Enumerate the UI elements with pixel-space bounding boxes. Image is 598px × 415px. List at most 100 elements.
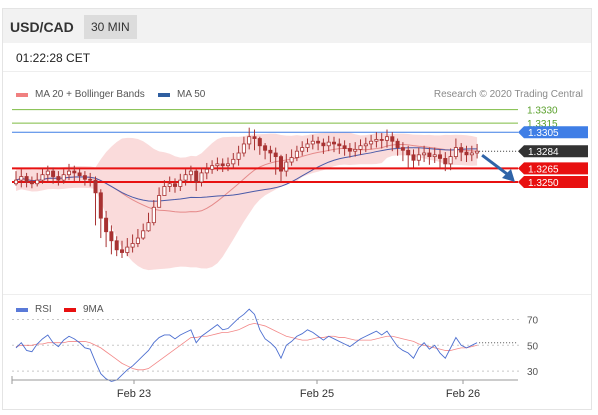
candle-body <box>432 154 437 158</box>
candle-body <box>61 174 66 181</box>
candle-body <box>183 174 188 181</box>
legend-label: MA 50 <box>177 89 206 100</box>
candle-body <box>56 176 61 181</box>
candle-body <box>416 154 421 161</box>
candle-body <box>395 140 400 148</box>
candle-body <box>241 143 246 154</box>
candle-body <box>231 158 236 165</box>
candle-body <box>178 179 183 187</box>
bollinger-band <box>16 132 478 271</box>
candle-body <box>379 139 384 141</box>
legend-label: MA 20 + Bollinger Bands <box>35 89 145 100</box>
candle-body <box>331 141 336 145</box>
candle-body <box>316 140 321 144</box>
candle-body <box>305 143 310 148</box>
candle-body <box>45 170 50 176</box>
level-tag <box>518 175 588 188</box>
candle-body <box>162 186 167 196</box>
candle-body <box>263 145 268 151</box>
legend-9ma: 9MA <box>64 304 104 315</box>
candle-body <box>236 152 241 160</box>
level-label: 1.3305 <box>528 128 559 139</box>
candle-body <box>406 149 411 156</box>
level-tag <box>518 162 588 175</box>
candle-body <box>337 143 342 147</box>
candle-body <box>151 206 156 224</box>
divider <box>3 294 591 295</box>
candle-body <box>72 170 77 174</box>
candle-body <box>411 154 416 161</box>
candle-body <box>167 183 172 187</box>
candle-body <box>310 140 315 145</box>
candle-body <box>157 195 162 208</box>
candle-body <box>294 150 299 158</box>
candle-body <box>273 152 278 158</box>
candle-body <box>199 172 204 183</box>
legend-rsi: RSI <box>16 304 52 315</box>
candle-body <box>98 192 103 219</box>
candle-body <box>390 136 395 142</box>
candle-body <box>141 230 146 239</box>
candle-body <box>146 222 151 232</box>
level-tag <box>518 126 588 139</box>
candle-body <box>40 174 45 181</box>
candle-body <box>24 176 29 183</box>
candle-body <box>384 136 389 141</box>
candle-body <box>342 145 347 149</box>
candle-body <box>194 170 199 183</box>
x-tick-label: Feb 25 <box>300 388 334 400</box>
candle-body <box>125 246 130 253</box>
candle-body <box>257 138 262 147</box>
candle-body <box>29 181 34 185</box>
candle-body <box>358 145 363 150</box>
candle-body <box>353 148 358 152</box>
candle-body <box>188 170 193 176</box>
candle-body <box>475 150 480 154</box>
candle-body <box>215 163 220 167</box>
candle-body <box>326 141 331 147</box>
candle-body <box>369 140 374 145</box>
level-label: 1.3250 <box>528 178 559 189</box>
timeframe-button[interactable]: 30 MIN <box>84 15 137 39</box>
x-tick-label: Feb 23 <box>117 388 151 400</box>
widget-frame <box>2 8 592 410</box>
legend-swatch <box>64 307 76 312</box>
candle-body <box>220 163 225 167</box>
candle-body <box>247 136 252 145</box>
clock-label: 01:22:28 CET <box>16 51 91 65</box>
forecast-arrowhead <box>502 168 515 182</box>
candle-body <box>120 249 125 253</box>
rsi-ma-line <box>15 322 478 371</box>
legend-ma20: MA 20 + Bollinger Bands <box>16 89 145 100</box>
last-price-tag <box>518 145 588 158</box>
last-price-label: 1.3284 <box>528 147 559 158</box>
divider <box>3 71 591 72</box>
candle-body <box>130 243 135 248</box>
candle-body <box>109 231 114 242</box>
candle-body <box>453 147 458 158</box>
candle-body <box>422 152 427 156</box>
candle-body <box>135 237 140 244</box>
candle-body <box>300 147 305 152</box>
symbol-title: USD/CAD <box>10 19 74 35</box>
ma50-line <box>15 147 478 202</box>
candle-body <box>114 240 119 251</box>
candle-body <box>459 147 464 153</box>
candle-body <box>374 139 379 142</box>
forecast-arrow <box>481 153 508 176</box>
candle-body <box>321 142 326 147</box>
legend-label: 9MA <box>83 304 104 315</box>
candle-body <box>437 154 442 159</box>
candle-body <box>448 156 453 165</box>
candle-body <box>427 152 432 158</box>
rsi-line <box>15 308 478 382</box>
credit-text: Research © 2020 Trading Central <box>433 89 583 100</box>
legend-swatch <box>158 92 170 97</box>
candle-body <box>469 152 474 156</box>
level-label: 1.3330 <box>527 106 558 117</box>
candle-body <box>35 179 40 185</box>
candle-body <box>225 163 230 167</box>
candle-body <box>67 170 72 176</box>
candle-body <box>363 143 368 147</box>
legend-ma50: MA 50 <box>158 89 205 100</box>
